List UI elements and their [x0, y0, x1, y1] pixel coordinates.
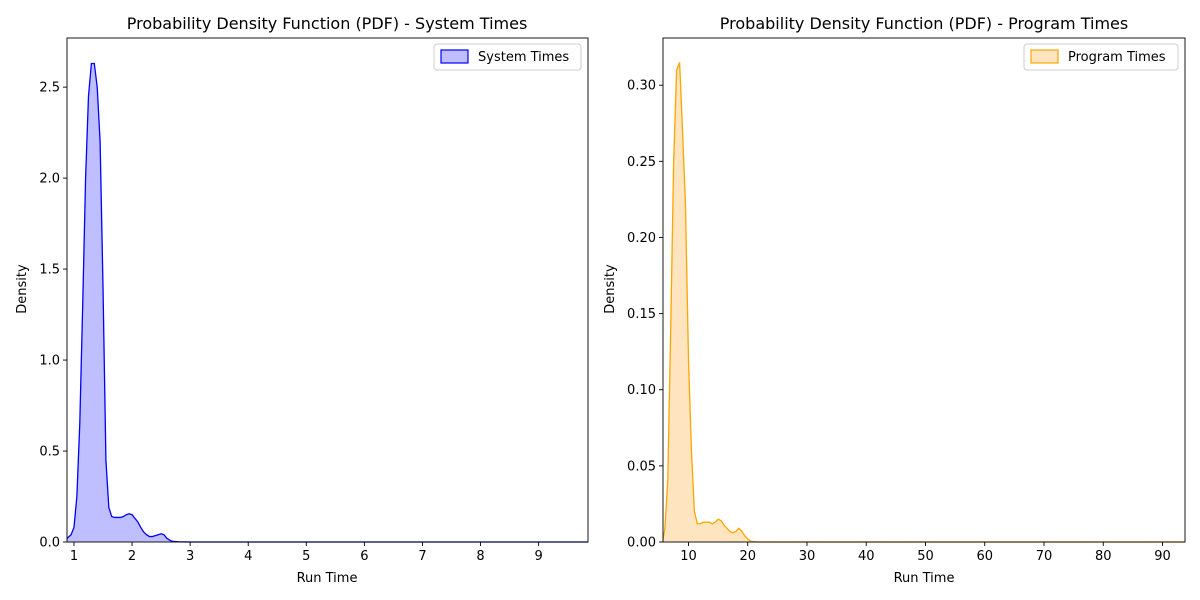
legend-box — [1023, 43, 1179, 71]
y-tick-label: 0.25 — [627, 155, 656, 170]
x-tick-label: 40 — [858, 549, 875, 564]
x-tick-label: 1 — [70, 549, 78, 564]
x-tick-label: 9 — [534, 549, 542, 564]
y-tick-label: 2.5 — [39, 81, 60, 96]
x-tick-label: 90 — [1154, 549, 1171, 564]
x-tick-label: 6 — [360, 549, 368, 564]
x-axis: 10 20 30 40 50 60 70 80 90 — [680, 542, 1171, 564]
x-tick-label: 7 — [418, 549, 426, 564]
chart-title: Probability Density Function (PDF) - Pro… — [720, 14, 1128, 33]
y-tick-label: 0.30 — [627, 79, 656, 94]
x-tick-label: 50 — [917, 549, 934, 564]
legend-label: System Times — [478, 50, 569, 65]
y-tick-label: 2.0 — [39, 172, 60, 187]
x-tick-label: 4 — [244, 549, 252, 564]
legend: System Times — [433, 43, 582, 71]
legend-label: Program Times — [1068, 50, 1166, 65]
chart-system-times: Probability Density Function (PDF) - Sys… — [15, 14, 589, 586]
x-tick-label: 2 — [128, 549, 136, 564]
x-tick-label: 3 — [186, 549, 194, 564]
x-axis-label: Run Time — [894, 571, 955, 586]
y-tick-label: 1.0 — [39, 354, 60, 369]
x-tick-label: 30 — [799, 549, 816, 564]
legend-swatch — [1030, 49, 1059, 64]
x-tick-label: 10 — [680, 549, 697, 564]
y-tick-label: 0.10 — [627, 383, 656, 398]
x-tick-label: 5 — [302, 549, 310, 564]
y-axis-label: Density — [15, 264, 30, 314]
y-tick-label: 0.5 — [39, 445, 60, 460]
x-tick-label: 8 — [476, 549, 484, 564]
y-tick-label: 0.00 — [627, 536, 656, 551]
x-tick-label: 70 — [1036, 549, 1053, 564]
y-tick-label: 1.5 — [39, 263, 60, 278]
x-axis: 1 2 3 4 5 6 7 8 9 — [70, 542, 543, 564]
y-tick-label: 0.20 — [627, 231, 656, 246]
y-axis: 0.00 0.05 0.10 0.15 0.20 0.25 0.30 — [627, 79, 663, 551]
legend-swatch — [440, 49, 469, 64]
plot-frame — [66, 37, 589, 543]
chart-title: Probability Density Function (PDF) - Sys… — [127, 14, 528, 33]
plot-frame — [662, 37, 1186, 543]
x-tick-label: 20 — [739, 549, 756, 564]
legend: Program Times — [1023, 43, 1179, 71]
chart-program-times: Probability Density Function (PDF) - Pro… — [603, 14, 1186, 586]
x-axis-label: Run Time — [297, 571, 358, 586]
y-tick-label: 0.05 — [627, 459, 656, 474]
y-axis: 0.0 0.5 1.0 1.5 2.0 2.5 — [39, 81, 67, 551]
y-tick-label: 0.0 — [39, 536, 60, 551]
y-tick-label: 0.15 — [627, 307, 656, 322]
x-tick-label: 60 — [976, 549, 993, 564]
y-axis-label: Density — [603, 264, 618, 314]
legend-box — [433, 43, 582, 71]
x-tick-label: 80 — [1095, 549, 1112, 564]
